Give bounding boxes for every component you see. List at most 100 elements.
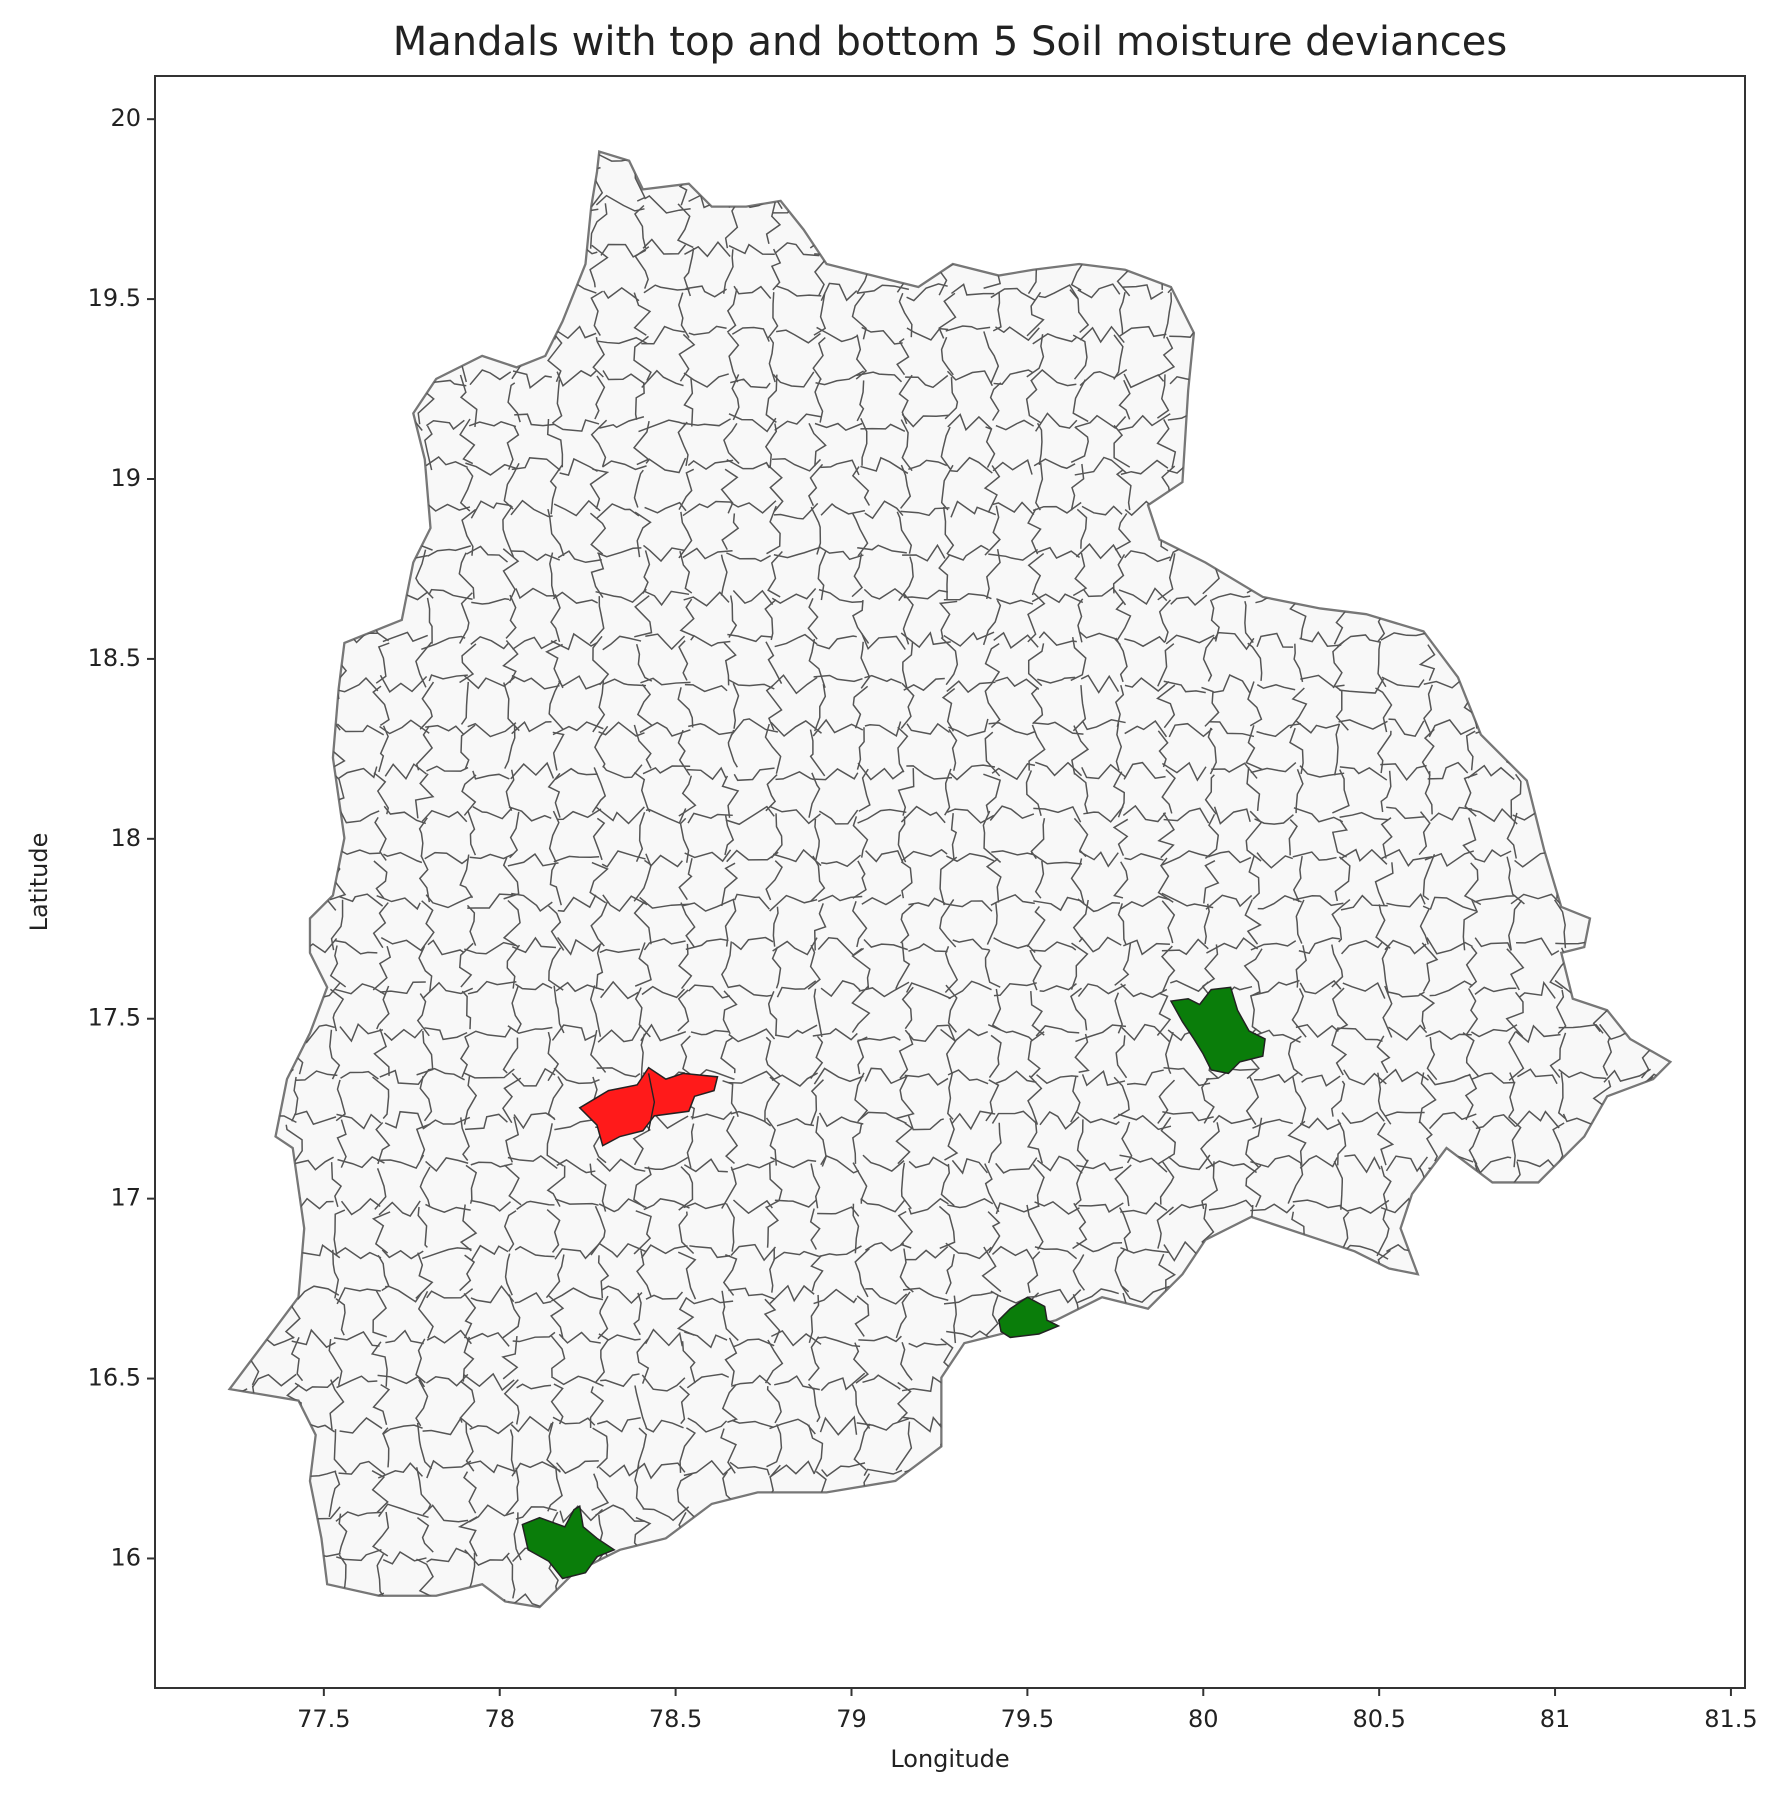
mandal-boundary [1248, 855, 1260, 900]
mandal-boundary [992, 501, 1035, 516]
mandal-boundary [1245, 1117, 1263, 1168]
mandal-boundary [817, 894, 863, 903]
mandal-boundary [645, 1419, 684, 1433]
mandal-boundary [768, 336, 776, 383]
mandal-boundary [902, 592, 914, 645]
mandal-boundary [1208, 1199, 1253, 1211]
mandal-boundary [1081, 1070, 1126, 1087]
mandal-boundary [851, 553, 864, 598]
mandal-boundary [730, 1243, 777, 1262]
mandal-boundary [1159, 1161, 1175, 1205]
y-tick-label: 18.5 [88, 644, 141, 672]
mandal-boundary [512, 370, 552, 389]
mandal-boundary [337, 677, 379, 693]
x-tick-label: 79.5 [1001, 1705, 1054, 1733]
mandal-boundary [377, 1374, 426, 1388]
mandal-boundary [1027, 508, 1042, 555]
mandal-boundary [684, 683, 728, 693]
mandal-boundary [1419, 905, 1431, 945]
mandal-boundary [860, 641, 871, 689]
mandal-boundary [1292, 1076, 1307, 1124]
mandal-boundary [991, 1245, 1034, 1260]
mandal-boundary [595, 943, 604, 989]
mandal-boundary [553, 985, 565, 1034]
mandal-boundary [589, 1163, 607, 1212]
mandal-boundary [1031, 368, 1077, 387]
mandal-boundary [1039, 1110, 1080, 1130]
mandal-boundary [678, 292, 690, 339]
mandal-boundary [772, 906, 779, 947]
mandal-boundary [1467, 764, 1515, 781]
mandal-boundary [944, 946, 959, 993]
ticks: 77.5 78 78.5 79 79.5 80 80.5 81 81.5 16 16.5 17 17.5… [88, 104, 1758, 1733]
mandal-boundary [771, 587, 817, 605]
mandal-boundary [339, 1022, 384, 1043]
mandal-boundary [676, 1296, 695, 1336]
mandal-boundary [550, 594, 561, 643]
mandal-boundary [1072, 685, 1087, 732]
mandal-boundary [808, 772, 821, 818]
mandal-boundary [1387, 1024, 1428, 1041]
mandal-boundary [1115, 469, 1132, 511]
mandal-boundary [951, 283, 995, 296]
mandal-boundary [1291, 988, 1307, 1038]
mandal-boundary [1114, 1164, 1132, 1207]
mandal-boundary [1254, 1072, 1299, 1084]
mandal-boundary [1344, 1154, 1381, 1174]
mandal-boundary [952, 938, 990, 951]
mandal-boundary [940, 464, 954, 511]
mandal-boundary [857, 1036, 901, 1042]
mandal-boundary [775, 1024, 818, 1039]
mandal-boundary [1202, 944, 1219, 987]
mandal-boundary [687, 812, 733, 824]
mandal-boundary [462, 1336, 475, 1382]
mandal-boundary [1339, 677, 1385, 694]
mandal-boundary [1289, 727, 1304, 775]
mandal-boundary [1076, 508, 1088, 549]
mandal-boundary [944, 377, 959, 420]
mandal-boundary [294, 1110, 337, 1126]
mandal-boundary [1031, 941, 1077, 952]
mandal-boundary [1162, 1110, 1214, 1122]
mandal-boundary [908, 1156, 949, 1169]
mandal-boundary [596, 1417, 641, 1433]
mandal-boundary [1385, 1155, 1429, 1173]
mandal-boundary [375, 1122, 391, 1165]
mandal-boundary [953, 1295, 957, 1344]
mandal-boundary [372, 1383, 391, 1425]
mandal-boundary [1117, 903, 1127, 946]
mandal-boundary [634, 987, 651, 1038]
mandal-boundary [600, 980, 639, 1000]
mandal-boundary [633, 469, 644, 508]
mandal-boundary [1301, 1074, 1341, 1087]
mandal-boundary [516, 1383, 552, 1390]
mandal-boundary [1245, 1076, 1260, 1125]
mandal-boundary [862, 1154, 905, 1172]
mandal-boundary [995, 1070, 1037, 1085]
mandal-boundary [681, 1341, 696, 1384]
mandal-boundary [764, 1339, 784, 1384]
mandal-boundary [858, 1111, 907, 1124]
mandal-boundary [684, 1331, 728, 1349]
mandal-boundary [903, 589, 949, 600]
mandal-boundary [1298, 937, 1340, 955]
bottom-mandal-region [578, 1066, 719, 1147]
mandal-boundary [336, 1119, 347, 1168]
mandal-boundary [938, 292, 957, 339]
mandal-boundary [645, 457, 687, 474]
mandal-boundary [1250, 1203, 1295, 1214]
mandal-boundary [683, 1158, 728, 1173]
mandal-boundary [817, 1336, 861, 1348]
mandal-boundary [898, 556, 914, 602]
mandal-boundary [645, 633, 686, 651]
mandal-boundary [1292, 1199, 1342, 1209]
mandal-boundary [985, 858, 1002, 903]
mandal-boundary [596, 503, 640, 519]
mandal-boundary [643, 590, 690, 607]
mandal-boundary [1205, 1160, 1258, 1174]
mandal-boundary [503, 1210, 517, 1252]
mandal-boundary [983, 465, 1001, 513]
mandal-boundary [468, 420, 517, 428]
mandal-boundary [1462, 817, 1477, 861]
mandal-boundary [678, 511, 693, 559]
